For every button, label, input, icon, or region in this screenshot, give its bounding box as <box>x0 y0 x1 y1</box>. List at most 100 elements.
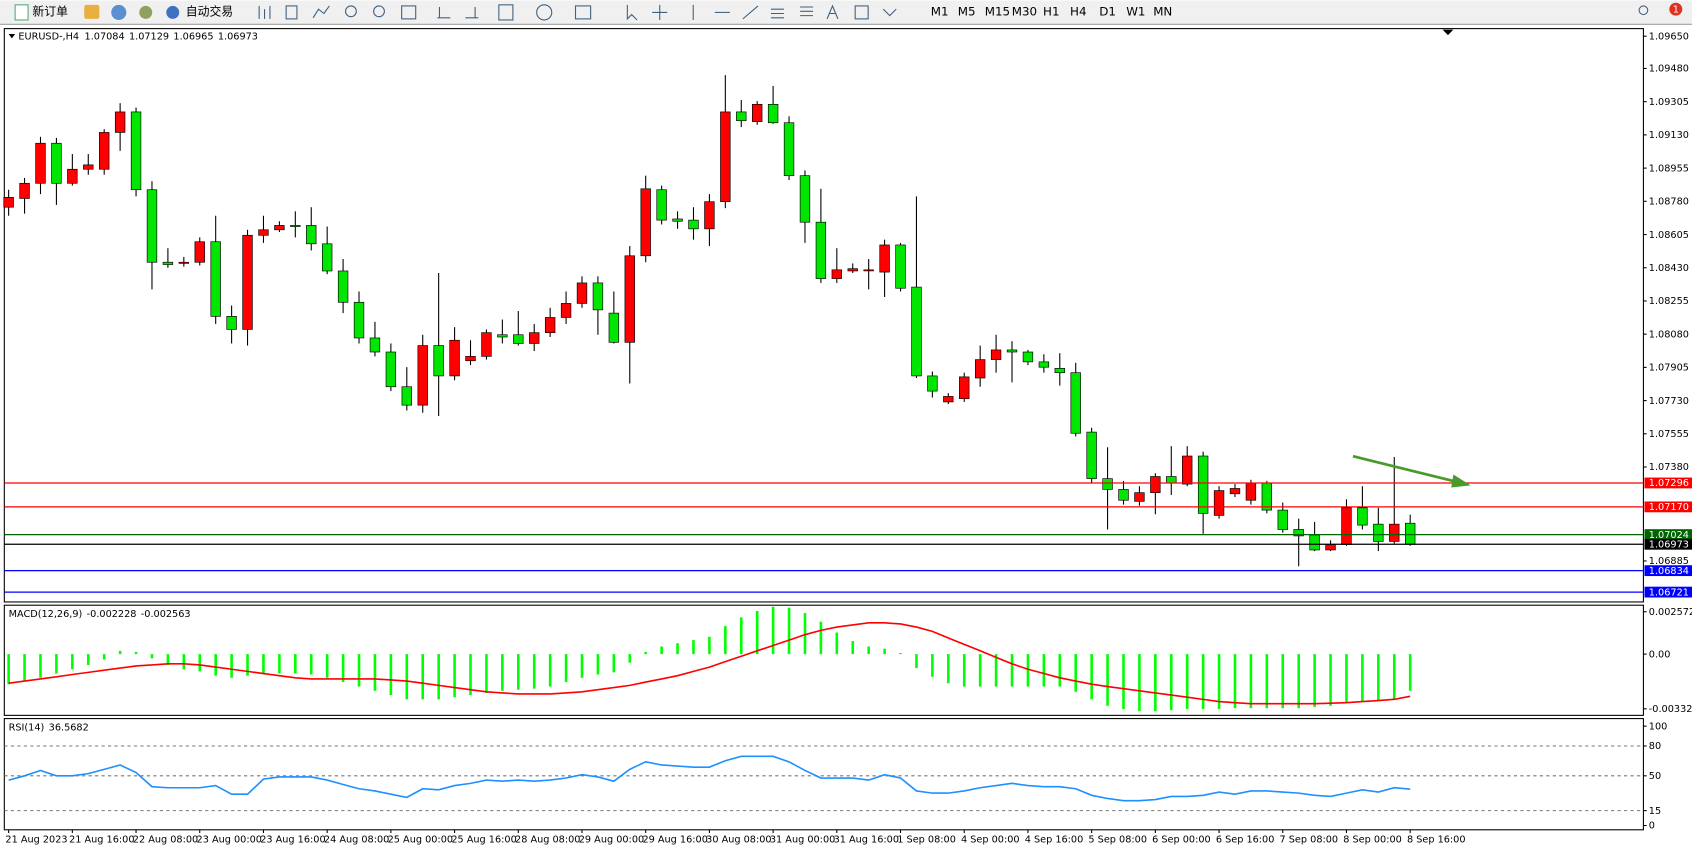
macd-bar <box>501 654 504 691</box>
macd-bar <box>309 654 313 675</box>
cursor-icon[interactable] <box>626 4 638 21</box>
macd-bar <box>71 654 74 670</box>
macd-bar <box>1249 654 1253 709</box>
candle-body <box>306 225 317 245</box>
y-tick-label: 1.09650 <box>1649 31 1689 42</box>
timeframe-button[interactable]: D1 <box>1099 5 1116 19</box>
x-tick-label: 7 Sep 08:00 <box>1280 835 1339 846</box>
symbol-menu-arrow[interactable] <box>8 34 16 39</box>
x-tick-label: 24 Aug 08:00 <box>324 835 389 846</box>
macd-bar <box>1138 654 1141 712</box>
candle-body <box>1229 488 1241 495</box>
new-order-button[interactable]: 新订单 <box>14 4 68 21</box>
candle-body <box>560 303 572 318</box>
y-tick-label: 1.09130 <box>1649 130 1689 141</box>
candle-body <box>417 345 428 406</box>
x-tick-label: 25 Aug 00:00 <box>388 835 453 846</box>
bar-chart-icon[interactable] <box>258 5 271 19</box>
toolbar-icon[interactable] <box>84 4 100 19</box>
macd-bar <box>1026 654 1030 687</box>
toolbar-icon[interactable] <box>139 5 153 19</box>
y-tick-label: 1.08080 <box>1649 329 1689 340</box>
channel-icon[interactable] <box>770 8 784 19</box>
macd-bar <box>692 640 695 655</box>
candle-body <box>353 301 365 339</box>
trendline-icon[interactable] <box>742 5 759 20</box>
price-label: 1.07170 <box>1649 502 1689 513</box>
candle-body <box>274 225 285 231</box>
notification-badge[interactable] <box>1669 2 1683 16</box>
timeframe-button[interactable]: M15 <box>985 5 1010 19</box>
templates-icon[interactable] <box>574 5 592 20</box>
candle-body <box>385 351 397 388</box>
zoom-in-icon[interactable] <box>344 5 357 18</box>
macd-bar <box>612 654 616 673</box>
macd-bar <box>1297 654 1300 709</box>
tile-icon[interactable] <box>401 5 417 20</box>
x-tick-label: 23 Aug 16:00 <box>260 835 325 846</box>
candle-body <box>831 269 843 279</box>
macd-bar <box>55 654 58 674</box>
candle-body <box>433 345 444 377</box>
candle-body <box>736 111 747 121</box>
macd-bar <box>1313 654 1316 707</box>
timeframe-button[interactable]: M30 <box>1012 5 1037 19</box>
price-label-bg <box>1644 565 1692 577</box>
macd-bar <box>485 654 488 693</box>
periods-icon[interactable] <box>536 4 553 21</box>
arrows-icon[interactable] <box>882 8 897 17</box>
timeframe-button[interactable]: M5 <box>958 5 976 19</box>
text-icon[interactable] <box>826 4 839 20</box>
macd-bar <box>724 626 727 655</box>
candle-body <box>1213 490 1225 516</box>
candle-body <box>943 396 954 403</box>
open-price: 1.07084 <box>85 31 125 42</box>
y-tick-label: 1.07905 <box>1649 363 1689 374</box>
price-label: 1.07296 <box>1649 478 1689 489</box>
macd-bar <box>1201 654 1205 710</box>
line-icon[interactable] <box>312 5 330 19</box>
y-tick-label: 1.09305 <box>1649 97 1689 108</box>
label-icon[interactable] <box>854 5 869 20</box>
fibo-icon[interactable] <box>800 6 814 17</box>
symbol: EURUSD-,H4 <box>18 31 79 42</box>
candle-body <box>1086 431 1097 479</box>
zoom-out-icon[interactable] <box>373 5 385 18</box>
trend-arrow[interactable] <box>1352 454 1471 488</box>
x-tick-label: 21 Aug 2023 <box>5 835 67 846</box>
candle-body <box>321 243 333 272</box>
indicators-icon[interactable] <box>498 4 514 21</box>
x-tick-label: 25 Aug 16:00 <box>451 835 516 846</box>
toolbar: 新订单 自动交易 <box>0 0 1692 25</box>
candle-icon[interactable] <box>285 5 298 20</box>
timeframe-button[interactable]: H4 <box>1070 5 1086 19</box>
macd-bar <box>1217 654 1221 710</box>
candle-body <box>1006 349 1018 353</box>
candle-body <box>258 229 269 236</box>
timeframe-button[interactable]: H1 <box>1043 5 1059 19</box>
y-tick-label: 1.08605 <box>1649 230 1689 241</box>
candle-body <box>1373 523 1384 542</box>
price-label-bg <box>1644 529 1692 540</box>
timeframe-button[interactable]: MN <box>1153 5 1172 19</box>
shift-icon[interactable] <box>437 7 451 19</box>
candle-body <box>290 225 301 227</box>
toolbar-icon[interactable] <box>111 4 127 20</box>
macd-bar <box>469 654 472 696</box>
candle-body <box>592 282 604 311</box>
macd-bar <box>947 654 950 684</box>
candle-body <box>767 104 779 124</box>
macd-bar <box>580 654 584 678</box>
macd-bar <box>453 654 456 698</box>
timeframe-button[interactable]: M1 <box>931 5 949 19</box>
x-tick-label: 1 Sep 08:00 <box>897 835 956 846</box>
autoscroll-icon[interactable] <box>465 7 479 19</box>
macd-bar <box>1074 654 1078 692</box>
y-tick-label: 1.08780 <box>1649 197 1689 208</box>
timeframe-button[interactable]: W1 <box>1126 5 1145 19</box>
auto-trading-button[interactable]: 自动交易 <box>166 5 233 19</box>
y-tick-label: 1.09480 <box>1649 64 1689 75</box>
crosshair-icon[interactable] <box>652 4 668 20</box>
search-icon[interactable] <box>1638 5 1649 16</box>
